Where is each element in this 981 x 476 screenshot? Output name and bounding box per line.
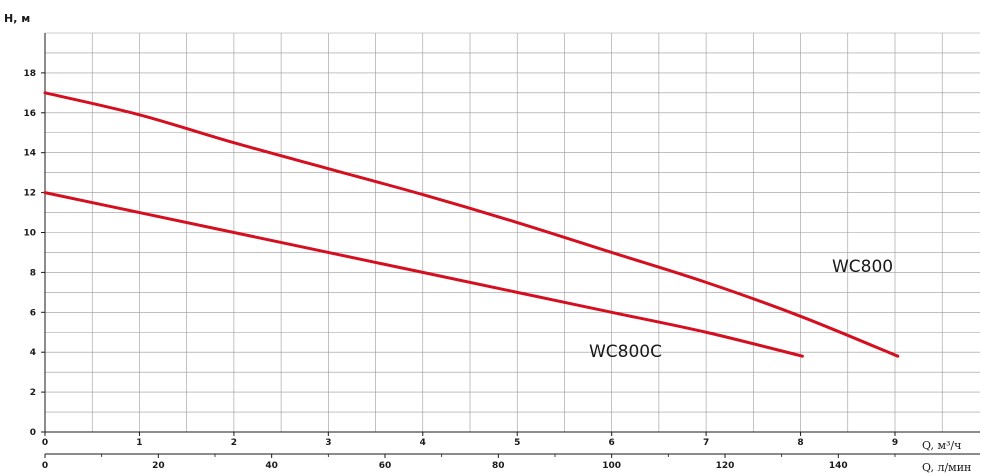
y-tick-label: 2 xyxy=(30,388,36,398)
x-tick-label-bottom: 0 xyxy=(42,461,48,471)
series-lines xyxy=(43,91,900,358)
y-axis-title: H, м xyxy=(4,12,30,25)
x-tick-label-top: 0 xyxy=(42,438,48,448)
x-tick-label-top: 6 xyxy=(609,438,615,448)
x-tick-label-bottom: 80 xyxy=(492,461,505,471)
series-line-wc800c xyxy=(43,191,804,358)
x-tick-label-bottom: 120 xyxy=(716,461,735,471)
x-tick-label-top: 8 xyxy=(797,438,803,448)
labels: H, м Q, м³/ч Q, л/мин WC800 WC800C xyxy=(4,12,971,474)
grid xyxy=(45,32,980,432)
x-tick-label-bottom: 20 xyxy=(152,461,165,471)
y-tick-label: 14 xyxy=(23,149,36,159)
x-tick-label-bottom: 100 xyxy=(602,461,621,471)
x-tick-label-top: 1 xyxy=(136,438,142,448)
x-tick-label-top: 7 xyxy=(703,438,709,448)
y-tick-label: 4 xyxy=(30,348,36,358)
series-label-wc800c: WC800C xyxy=(589,342,662,362)
x-tick-label-top: 5 xyxy=(514,438,520,448)
x-tick-label-top: 9 xyxy=(892,438,898,448)
x-axis-title-bottom: Q, л/мин xyxy=(922,461,971,474)
series-label-wc800: WC800 xyxy=(832,257,893,277)
x-tick-label-bottom: 60 xyxy=(379,461,392,471)
x-tick-label-bottom: 40 xyxy=(265,461,278,471)
y-tick-label: 6 xyxy=(30,308,36,318)
y-tick-label: 0 xyxy=(30,428,36,438)
y-tick-label: 12 xyxy=(23,189,36,199)
y-tick-label: 10 xyxy=(23,229,36,239)
y-tick-label: 8 xyxy=(30,268,36,278)
y-tick-label: 16 xyxy=(23,109,36,119)
x-tick-label-top: 2 xyxy=(231,438,237,448)
y-tick-label: 18 xyxy=(23,69,36,79)
x-axis-title-top: Q, м³/ч xyxy=(922,439,961,452)
x-tick-label-top: 4 xyxy=(420,438,426,448)
x-tick-label-top: 3 xyxy=(325,438,331,448)
series-line-wc800 xyxy=(43,91,900,358)
x-tick-label-bottom: 140 xyxy=(829,461,848,471)
